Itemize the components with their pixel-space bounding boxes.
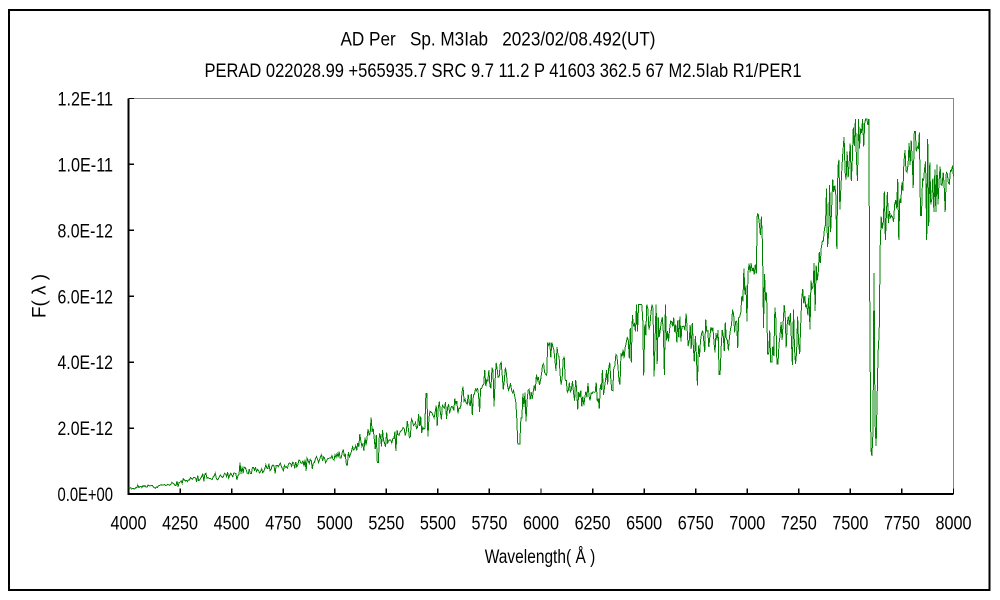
svg-text:8000: 8000	[936, 513, 972, 535]
svg-text:6250: 6250	[575, 513, 611, 535]
svg-text:F( λ ): F( λ )	[29, 274, 51, 318]
svg-text:6500: 6500	[626, 513, 662, 535]
svg-text:7750: 7750	[884, 513, 920, 535]
svg-text:7000: 7000	[729, 513, 765, 535]
svg-text:0.0E+00: 0.0E+00	[58, 484, 114, 506]
svg-text:6750: 6750	[678, 513, 714, 535]
svg-text:5000: 5000	[317, 513, 353, 535]
svg-text:PERAD 022028.99 +565935.7 SRC: PERAD 022028.99 +565935.7 SRC 9.7 11.2 P…	[205, 60, 802, 82]
svg-text:5250: 5250	[368, 513, 404, 535]
svg-text:4.0E-12: 4.0E-12	[58, 352, 114, 374]
svg-text:4000: 4000	[111, 513, 147, 535]
svg-text:6000: 6000	[523, 513, 559, 535]
svg-text:4250: 4250	[162, 513, 198, 535]
svg-text:Wavelength( Å ): Wavelength( Å )	[485, 545, 596, 568]
svg-text:5500: 5500	[420, 513, 456, 535]
svg-text:5750: 5750	[471, 513, 507, 535]
svg-text:8.0E-12: 8.0E-12	[58, 220, 114, 242]
svg-text:2.0E-12: 2.0E-12	[58, 418, 114, 440]
svg-text:4500: 4500	[214, 513, 250, 535]
svg-text:7250: 7250	[781, 513, 817, 535]
svg-text:1.2E-11: 1.2E-11	[58, 89, 114, 111]
svg-text:4750: 4750	[265, 513, 301, 535]
svg-text:6.0E-12: 6.0E-12	[58, 286, 114, 308]
svg-text:AD Per Sp. M3Iab 2023/02/0: AD Per Sp. M3Iab 2023/02/08.492(UT)	[341, 29, 656, 51]
svg-text:1.0E-11: 1.0E-11	[58, 154, 114, 176]
svg-text:7500: 7500	[832, 513, 868, 535]
